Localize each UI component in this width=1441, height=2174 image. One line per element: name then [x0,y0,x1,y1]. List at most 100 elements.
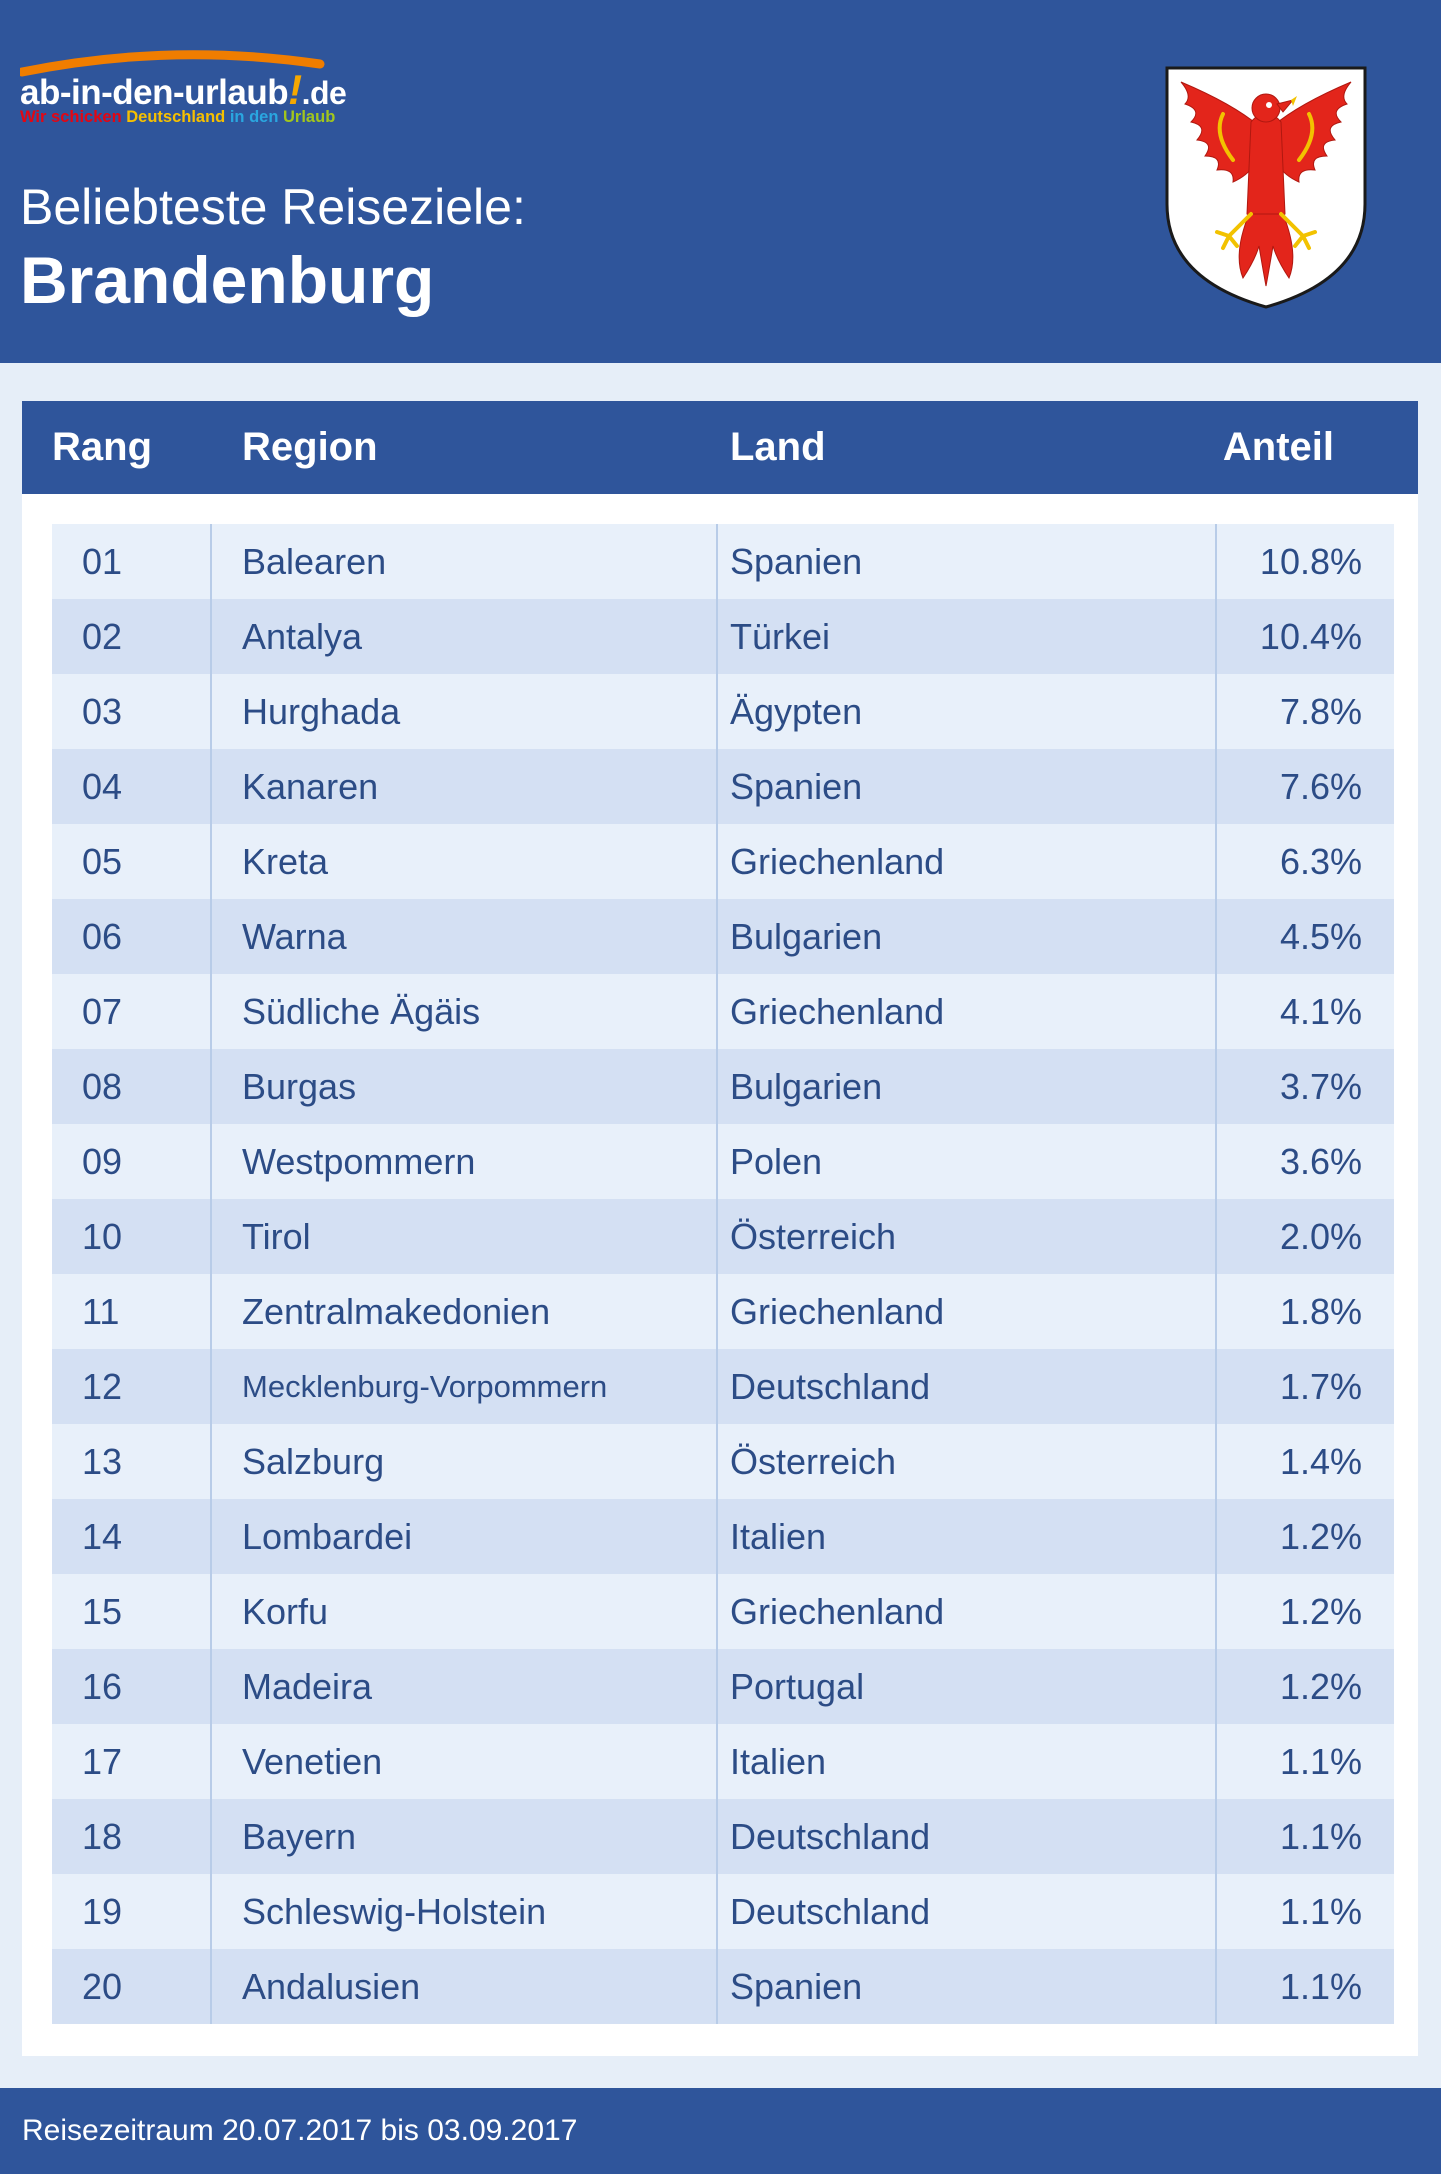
region-cell: Madeira [242,1666,373,1707]
tagline-part-3: in den [229,108,284,126]
rank-cell: 03 [82,691,123,732]
land-cell: Polen [730,1141,823,1182]
land-cell: Österreich [730,1216,897,1257]
rank-cell: 10 [82,1216,123,1257]
region-cell: Salzburg [242,1441,385,1482]
rank-cell: 02 [82,616,123,657]
share-cell: 1.2% [1279,1591,1362,1632]
table-row: 02 Antalya Türkei 10.4% [52,599,1394,674]
rank-cell: 08 [82,1066,123,1107]
brand-name-tld: .de [301,75,347,111]
rank-cell: 11 [82,1291,120,1332]
table-header: Rang Region Land Anteil [22,401,1418,494]
region-cell: Tirol [242,1216,311,1257]
tagline-part-1: Wir schicken [20,108,127,126]
region-cell: Kanaren [242,766,379,807]
land-cell: Bulgarien [730,1066,883,1107]
land-cell: Italien [730,1516,827,1557]
share-cell: 1.4% [1279,1441,1362,1482]
region-cell: Schleswig-Holstein [242,1891,547,1932]
brand-logo[interactable]: ab-in-den-urlaub!.de Wir schicken Deutsc… [20,46,400,136]
rank-cell: 09 [82,1141,123,1182]
share-cell: 1.7% [1279,1366,1362,1407]
table-row: 18 Bayern Deutschland 1.1% [52,1799,1394,1874]
rank-cell: 14 [82,1516,123,1557]
share-cell: 1.1% [1279,1966,1362,2007]
rank-cell: 19 [82,1891,123,1932]
table-row: 08 Burgas Bulgarien 3.7% [52,1049,1394,1124]
land-cell: Portugal [730,1666,865,1707]
land-cell: Spanien [730,1966,863,2007]
header-banner: ab-in-den-urlaub!.de Wir schicken Deutsc… [0,0,1441,363]
travel-period: Reisezeitraum 20.07.2017 bis 03.09.2017 [22,2114,578,2147]
region-cell: Zentralmakedonien [242,1291,551,1332]
table-row: 17 Venetien Italien 1.1% [52,1724,1394,1799]
tagline-part-2: Deutschland [126,108,230,126]
region-cell: Hurghada [242,691,401,732]
footer-bar: Reisezeitraum 20.07.2017 bis 03.09.2017 [0,2088,1441,2174]
share-cell: 1.2% [1279,1516,1362,1557]
table-row: 14 Lombardei Italien 1.2% [52,1499,1394,1574]
share-cell: 3.6% [1279,1141,1362,1182]
land-cell: Griechenland [730,841,945,882]
rank-cell: 16 [82,1666,123,1707]
brand-name: ab-in-den-urlaub!.de [20,66,347,114]
logo-swoosh-icon [20,50,325,77]
share-cell: 1.1% [1279,1741,1362,1782]
land-cell: Österreich [730,1441,897,1482]
land-cell: Griechenland [730,991,945,1032]
table-row: 16 Madeira Portugal 1.2% [52,1649,1394,1724]
region-cell: Lombardei [242,1516,413,1557]
table-row: 03 Hurghada Ägypten 7.8% [52,674,1394,749]
table-row: 07 Südliche Ägäis Griechenland 4.1% [52,974,1394,1049]
land-cell: Deutschland [730,1816,931,1857]
land-cell: Bulgarien [730,916,883,957]
table-row: 10 Tirol Österreich 2.0% [52,1199,1394,1274]
brand-tagline: Wir schicken Deutschland in den Urlaub [20,108,335,127]
region-cell: Warna [242,916,347,957]
table-row: 09 Westpommern Polen 3.6% [52,1124,1394,1199]
region-cell: Westpommern [242,1141,476,1182]
rank-cell: 17 [82,1741,123,1782]
land-cell: Spanien [730,766,863,807]
brandenburg-eagle-crest-icon [1165,66,1367,309]
region-cell: Mecklenburg-Vorpommern [242,1369,608,1404]
land-cell: Ägypten [730,691,863,732]
region-cell: Südliche Ägäis [242,991,481,1032]
share-cell: 6.3% [1279,841,1362,882]
land-cell: Türkei [730,616,831,657]
column-divider [210,524,212,2024]
share-cell: 2.0% [1279,1216,1362,1257]
region-cell: Burgas [242,1066,357,1107]
rank-cell: 05 [82,841,123,882]
share-cell: 7.6% [1279,766,1362,807]
region-cell: Andalusien [242,1966,421,2007]
share-cell: 4.1% [1279,991,1362,1032]
brand-name-main: ab-in-den-urlaub [20,73,289,112]
rank-cell: 15 [82,1591,123,1632]
rank-cell: 01 [82,541,123,582]
share-cell: 10.4% [1259,616,1362,657]
land-cell: Deutschland [730,1366,931,1407]
share-cell: 1.1% [1279,1891,1362,1932]
share-cell: 10.8% [1259,541,1362,582]
region-cell: Balearen [242,541,387,582]
share-cell: 1.1% [1279,1816,1362,1857]
region-cell: Kreta [242,841,329,882]
land-cell: Griechenland [730,1591,945,1632]
table-row: 04 Kanaren Spanien 7.6% [52,749,1394,824]
column-header-anteil: Anteil [1222,425,1334,469]
rank-cell: 18 [82,1816,123,1857]
land-cell: Italien [730,1741,827,1782]
region-cell: Antalya [242,616,363,657]
rank-cell: 06 [82,916,123,957]
column-header-rang: Rang [52,425,152,469]
rank-cell: 12 [82,1366,123,1407]
column-divider [1215,524,1217,2024]
table-row: 15 Korfu Griechenland 1.2% [52,1574,1394,1649]
share-cell: 7.8% [1279,691,1362,732]
land-cell: Griechenland [730,1291,945,1332]
region-cell: Bayern [242,1816,357,1857]
table-row: 05 Kreta Griechenland 6.3% [52,824,1394,899]
table-row: 19 Schleswig-Holstein Deutschland 1.1% [52,1874,1394,1949]
